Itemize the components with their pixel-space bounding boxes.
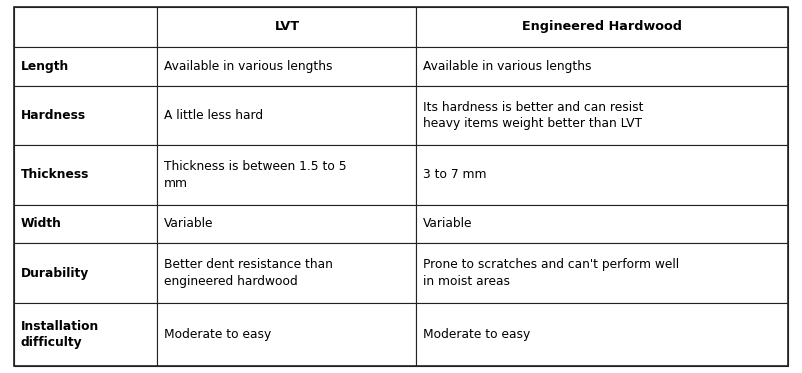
Bar [14, 243, 157, 303]
Bar [14, 145, 157, 205]
Text: Better dent resistance than
engineered hardwood: Better dent resistance than engineered h… [164, 258, 333, 288]
Bar [416, 205, 788, 243]
Bar [157, 85, 416, 145]
Text: Installation
difficulty: Installation difficulty [21, 320, 99, 349]
Bar [14, 303, 157, 366]
Text: Width: Width [21, 217, 62, 231]
Bar [157, 7, 416, 47]
Text: Length: Length [21, 60, 69, 73]
Bar [14, 205, 157, 243]
Bar [416, 303, 788, 366]
Text: Variable: Variable [164, 217, 213, 231]
Text: Available in various lengths: Available in various lengths [164, 60, 332, 73]
Text: Prone to scratches and can't perform well
in moist areas: Prone to scratches and can't perform wel… [423, 258, 679, 288]
Bar [157, 243, 416, 303]
Bar [157, 205, 416, 243]
Bar [416, 85, 788, 145]
Bar [416, 47, 788, 85]
Bar [157, 47, 416, 85]
Bar [14, 85, 157, 145]
Text: Durability: Durability [21, 267, 89, 279]
Text: LVT: LVT [274, 21, 299, 34]
Text: Its hardness is better and can resist
heavy items weight better than LVT: Its hardness is better and can resist he… [423, 101, 643, 130]
Text: 3 to 7 mm: 3 to 7 mm [423, 169, 486, 181]
Bar [14, 47, 157, 85]
Bar [416, 145, 788, 205]
Text: A little less hard: A little less hard [164, 109, 263, 122]
Text: Engineered Hardwood: Engineered Hardwood [522, 21, 682, 34]
Text: Available in various lengths: Available in various lengths [423, 60, 591, 73]
Bar [157, 303, 416, 366]
Bar [14, 7, 157, 47]
Text: Moderate to easy: Moderate to easy [164, 328, 271, 341]
Text: Thickness is between 1.5 to 5
mm: Thickness is between 1.5 to 5 mm [164, 160, 346, 190]
Text: Hardness: Hardness [21, 109, 86, 122]
Bar [416, 7, 788, 47]
Text: Moderate to easy: Moderate to easy [423, 328, 530, 341]
Bar [157, 145, 416, 205]
Text: Variable: Variable [423, 217, 472, 231]
Text: Thickness: Thickness [21, 169, 89, 181]
Bar [416, 243, 788, 303]
